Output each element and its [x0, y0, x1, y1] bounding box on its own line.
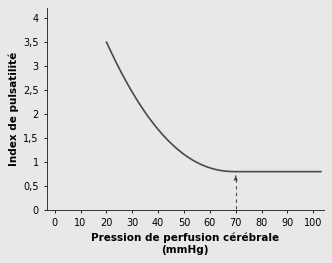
Y-axis label: Index de pulsatilité: Index de pulsatilité	[8, 52, 19, 166]
X-axis label: Pression de perfusion cérébrale
(mmHg): Pression de perfusion cérébrale (mmHg)	[91, 232, 279, 255]
